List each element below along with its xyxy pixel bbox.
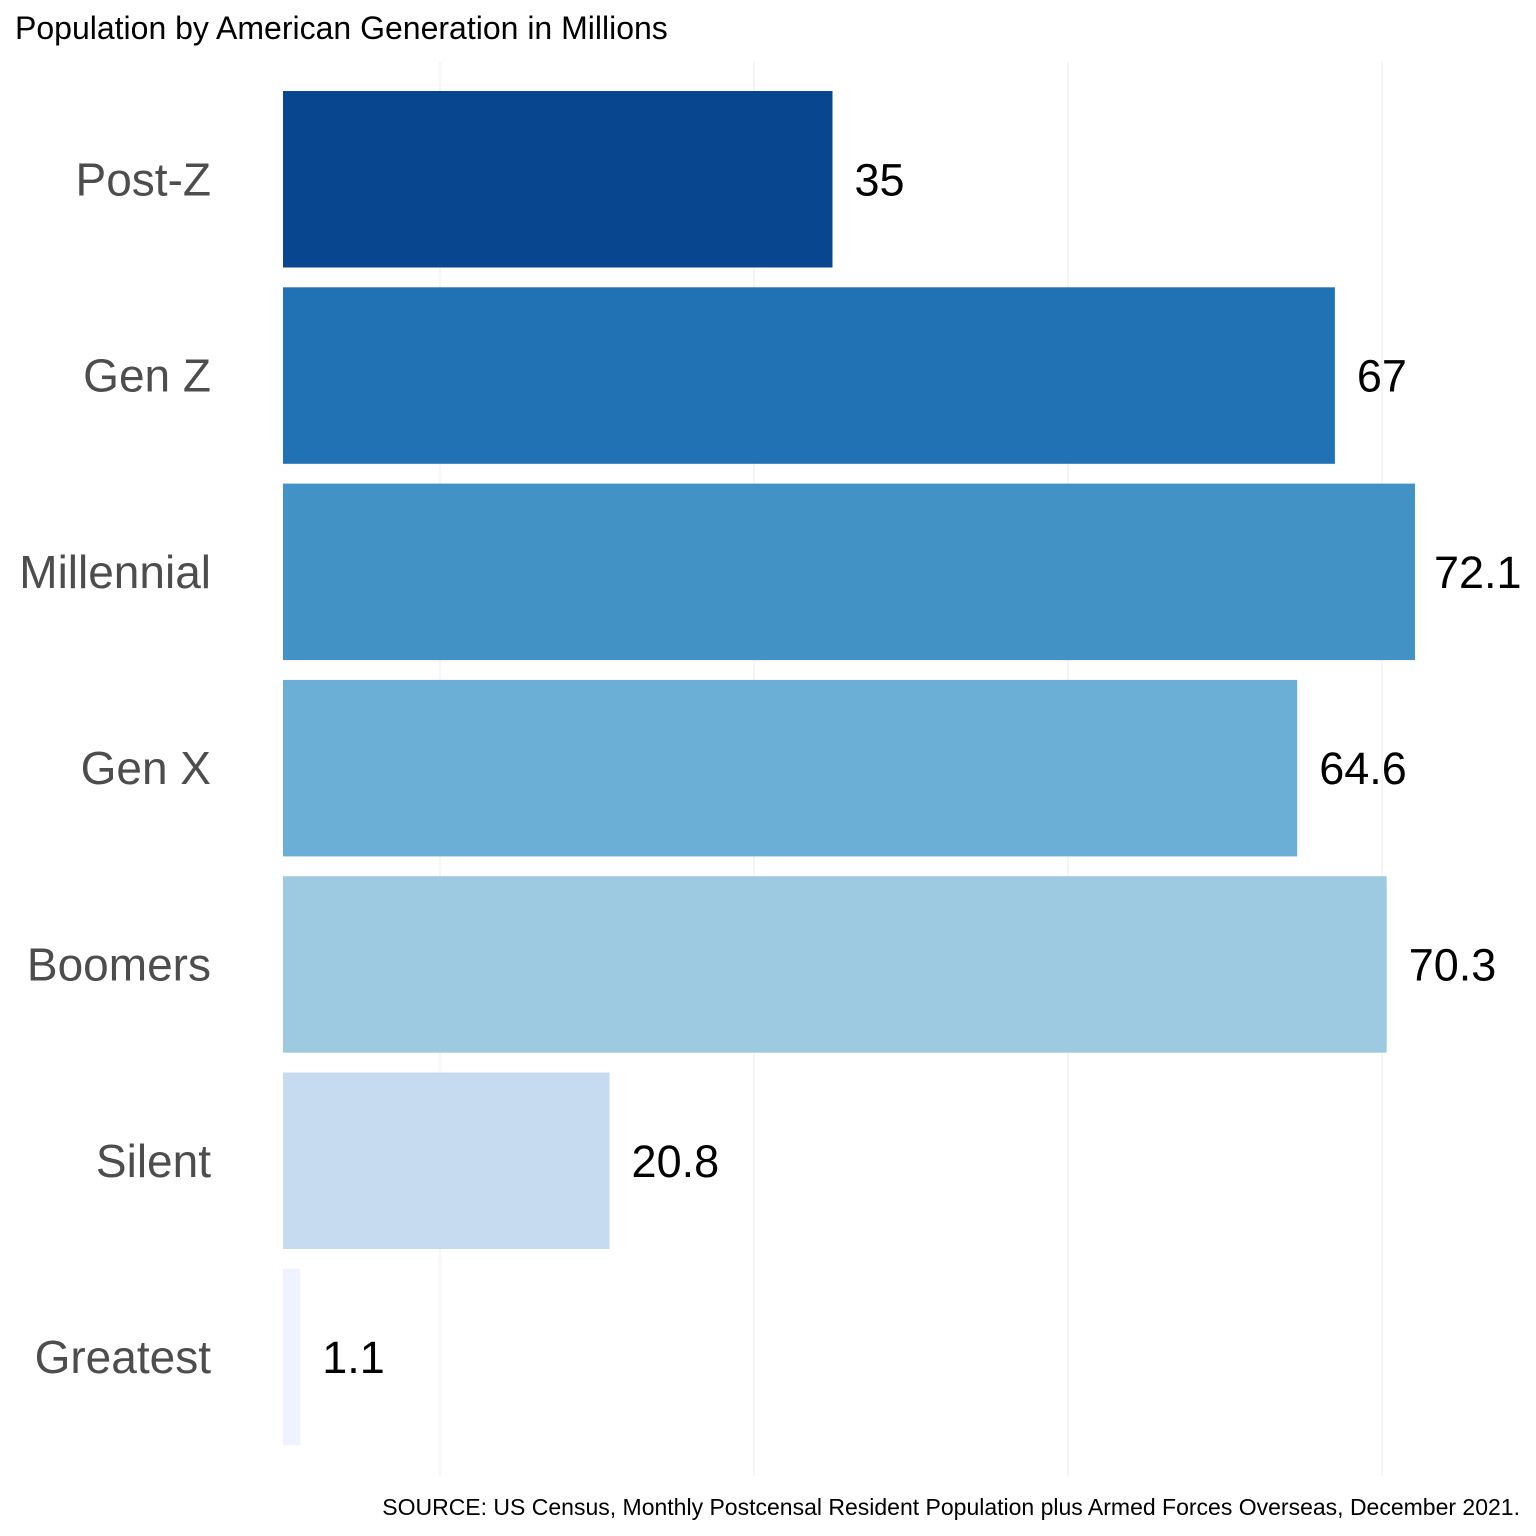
category-label: Silent [96, 1135, 211, 1187]
bar-post-z [283, 91, 833, 268]
bar-gen-z [283, 287, 1335, 464]
bar-gen-x [283, 679, 1298, 857]
category-label: Gen X [81, 742, 211, 794]
chart-title: Population by American Generation in Mil… [15, 10, 668, 46]
category-label: Post-Z [76, 153, 211, 205]
category-label: Millennial [19, 546, 211, 598]
value-label: 35 [855, 154, 905, 205]
value-label: 70.3 [1409, 939, 1497, 990]
category-label: Gen Z [83, 350, 211, 402]
value-label: 1.1 [322, 1332, 385, 1383]
category-labels: Post-Z Gen Z Millennial Gen X Boomers Silent G… [19, 153, 211, 1383]
bar-millennial [283, 483, 1415, 661]
value-label: 72.1 [1434, 547, 1522, 598]
bar-boomers [283, 876, 1387, 1053]
category-label: Greatest [35, 1331, 212, 1383]
value-label: 64.6 [1319, 743, 1407, 794]
bar-greatest [283, 1268, 301, 1446]
value-label: 67 [1357, 351, 1407, 402]
value-label: 20.8 [632, 1136, 720, 1187]
bar-silent [283, 1072, 610, 1249]
source-note: SOURCE: US Census, Monthly Postcensal Re… [382, 1494, 1520, 1520]
category-label: Boomers [27, 938, 211, 990]
value-labels: 35 67 72.1 64.6 70.3 20.8 1.1 [322, 154, 1521, 1383]
bars [283, 91, 1415, 1446]
